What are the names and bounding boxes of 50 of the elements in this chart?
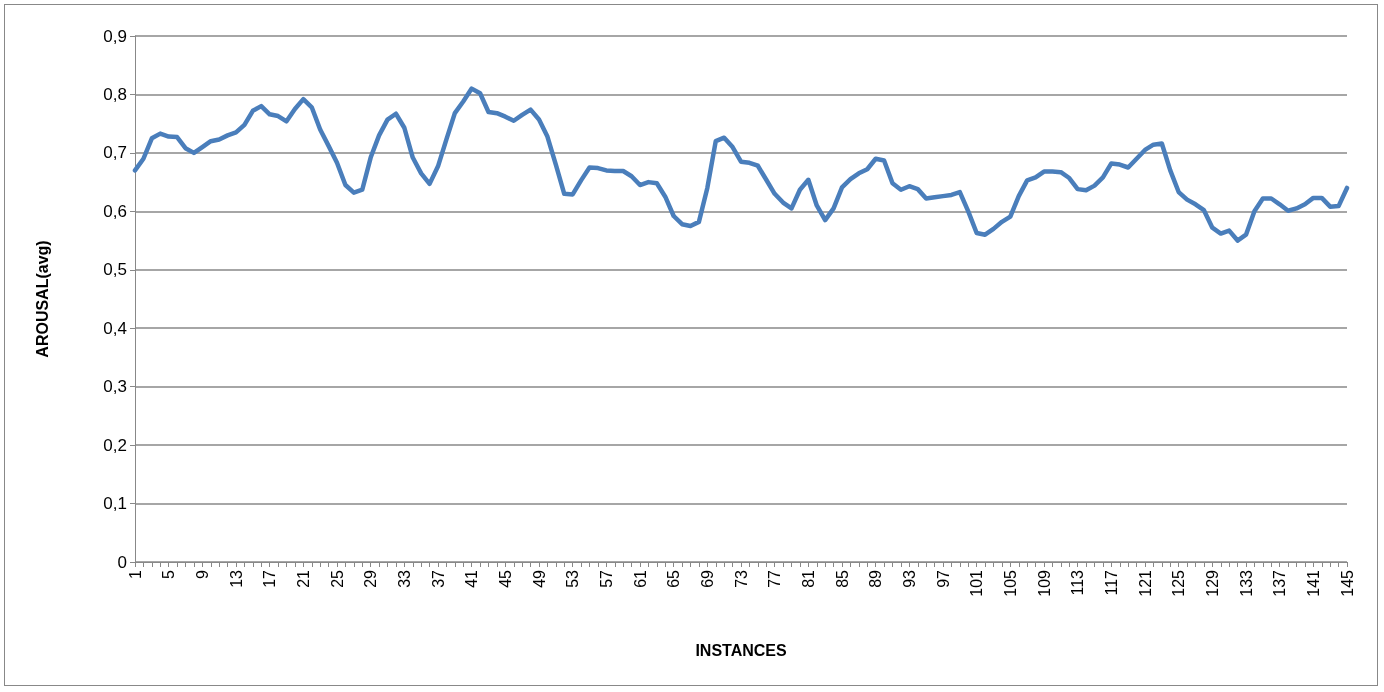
y-tick-label: 0,5 (103, 260, 127, 280)
x-tick-label: 1 (126, 569, 144, 579)
x-tick-label: 29 (362, 569, 380, 588)
x-tick-label: 137 (1271, 569, 1289, 597)
y-tick-label: 0,1 (103, 494, 127, 514)
x-tick-label: 21 (294, 569, 312, 588)
x-tick-label: 101 (968, 569, 986, 597)
x-tick-label: 17 (261, 569, 279, 588)
y-tick-label: 0 (117, 552, 127, 572)
y-tick-label: 0,9 (103, 26, 127, 46)
x-tick-label: 65 (665, 569, 683, 588)
x-tick-label: 45 (496, 569, 514, 588)
x-tick-label: 73 (732, 569, 750, 588)
x-tick-label: 97 (934, 569, 952, 588)
x-tick-label: 117 (1102, 569, 1120, 596)
y-tick-label: 0,4 (103, 318, 127, 338)
x-tick-label: 77 (766, 569, 784, 588)
y-tick-label: 0,7 (103, 143, 127, 163)
x-tick-label: 145 (1338, 569, 1356, 597)
y-tick-label: 0,2 (103, 435, 127, 455)
x-tick-label: 125 (1170, 569, 1188, 597)
x-tick-label: 133 (1237, 569, 1255, 597)
y-tick-label: 0,3 (103, 377, 127, 397)
x-tick-label: 41 (463, 569, 481, 588)
x-tick-label: 81 (799, 569, 817, 588)
x-tick-label: 49 (530, 569, 548, 588)
x-tick-label: 33 (395, 569, 413, 588)
x-tick-label: 129 (1203, 569, 1221, 597)
line-series (132, 86, 1350, 243)
x-tick-label: 37 (429, 569, 447, 588)
x-tick-label: 69 (698, 569, 716, 588)
x-tick-label: 9 (193, 569, 211, 579)
x-tick-label: 57 (597, 569, 615, 588)
x-tick-label: 121 (1136, 569, 1154, 597)
x-tick-label: 25 (328, 569, 346, 588)
x-tick-label: 113 (1069, 569, 1087, 596)
y-tick-label: 0,8 (103, 84, 127, 104)
x-tick-label: 109 (1035, 569, 1053, 597)
x-tick-label: 13 (227, 569, 245, 588)
y-tick-label: 0,6 (103, 201, 127, 221)
x-tick-label: 141 (1304, 569, 1322, 597)
x-tick-label: 89 (867, 569, 885, 588)
x-tick-label: 105 (1001, 569, 1019, 597)
x-tick-label: 53 (564, 569, 582, 588)
y-axis-title: AROUSAL(avg) (33, 240, 51, 358)
x-axis-title: INSTANCES (695, 641, 787, 659)
x-tick-label: 61 (631, 569, 649, 588)
x-tick-label: 93 (900, 569, 918, 588)
x-tick-label: 5 (160, 569, 178, 579)
x-tick-label: 85 (833, 569, 851, 588)
